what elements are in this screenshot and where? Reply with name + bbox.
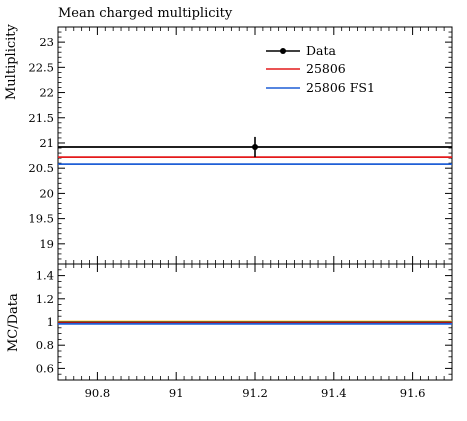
legend-label-25806: 25806 (306, 61, 346, 76)
ratio-y-axis-label: MC/Data (6, 293, 21, 352)
legend: Data 25806 25806 FS1 (266, 43, 375, 95)
main-y-tick-label: 20 (39, 186, 54, 200)
ratio-x-axis: 90.8 91 91.2 91.4 91.6 (57, 264, 453, 400)
ratio-x-tick-label: 91.4 (321, 386, 347, 400)
legend-entry-25806: 25806 (266, 61, 346, 76)
ratio-y-tick-label: 0.6 (36, 361, 54, 375)
ratio-y-tick-label: 1.4 (36, 269, 54, 283)
ratio-series-group (58, 320, 452, 325)
ratio-y-tick-label: 0.8 (36, 338, 54, 352)
ratio-panel: 0.6 0.8 1 1.2 1.4 90.8 91 91.2 91.4 91.6 MC/Data (6, 263, 453, 400)
main-y-tick-label: 22 (39, 86, 54, 100)
main-series-group (58, 136, 452, 166)
main-y-tick-label: 23 (39, 35, 54, 49)
main-y-axis-label: Multiplicity (4, 23, 19, 100)
legend-label-25806-fs1: 25806 FS1 (306, 80, 375, 95)
main-x-ticks (57, 27, 453, 264)
main-y-tick-label: 19.5 (28, 212, 54, 226)
main-y-tick-label: 21 (39, 136, 54, 150)
main-y-tick-label: 22.5 (28, 60, 54, 74)
ratio-x-tick-label: 90.8 (85, 386, 111, 400)
legend-entry-25806-fs1: 25806 FS1 (266, 80, 375, 95)
main-y-tick-label: 21.5 (28, 111, 54, 125)
data-point (252, 144, 258, 151)
ratio-y-tick-label: 1.2 (36, 292, 54, 306)
chart-title: Mean charged multiplicity (58, 6, 233, 21)
legend-entry-data: Data (266, 43, 336, 58)
ratio-x-tick-label: 91.2 (242, 386, 268, 400)
ratio-y-tick-label: 1 (47, 315, 54, 329)
main-y-axis: 19 19.5 20 20.5 21 21.5 22 22.5 23 (28, 26, 452, 260)
main-y-tick-label: 20.5 (28, 161, 54, 175)
main-y-tick-label: 19 (39, 237, 54, 251)
legend-marker-data (280, 48, 286, 54)
ratio-x-tick-label: 91.6 (400, 386, 426, 400)
ratio-x-tick-label: 91 (169, 386, 184, 400)
legend-label-data: Data (306, 43, 336, 58)
